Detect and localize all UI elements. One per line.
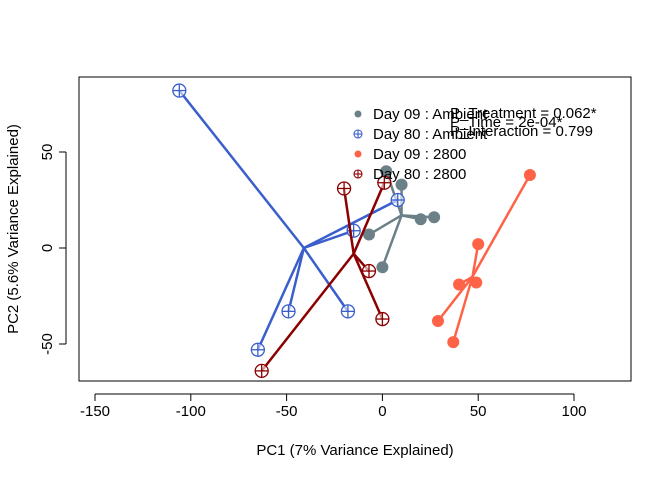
stat-annotation: P_Time = 2e-04* <box>450 114 563 131</box>
x-tick-label: -100 <box>176 403 206 420</box>
spider-line <box>178 89 306 250</box>
spider-line <box>381 214 403 269</box>
spider-line <box>256 246 306 352</box>
data-point <box>254 363 269 379</box>
x-tick-label: -150 <box>80 403 110 420</box>
spider-line <box>352 252 384 321</box>
y-tick-label: 0 <box>39 244 56 252</box>
data-point <box>250 342 266 357</box>
spider-line <box>452 275 474 344</box>
plot-frame <box>78 76 632 382</box>
stats-annotations: P_Treatment = 0.062*P_Time = 2e-04*P_Int… <box>450 105 597 140</box>
data-point <box>428 211 441 224</box>
data-point <box>523 169 536 182</box>
series-3 <box>431 169 536 349</box>
y-axis-title: PC2 (5.6% Variance Explained) <box>5 124 22 334</box>
spider-line <box>367 214 403 236</box>
spider-line <box>436 275 474 323</box>
series-2 <box>172 83 405 357</box>
spider-line <box>260 252 355 373</box>
stat-annotation: P_Treatment = 0.062* <box>450 105 597 122</box>
y-tick-label: -50 <box>39 333 56 355</box>
data-point <box>470 276 483 289</box>
data-point <box>453 278 466 291</box>
legend-label: Day 80 : Ambient <box>373 126 488 143</box>
data-point <box>281 304 296 319</box>
legend-label: Day 09 : 2800 <box>373 146 466 163</box>
axes-layer: -150 -100 -50 0 50 100 -50 0 50 <box>39 144 587 420</box>
data-point <box>377 175 392 190</box>
legend-item: Day 09 : 2800 <box>354 146 466 163</box>
legend-label: Day 09 : Ambient <box>373 106 488 123</box>
data-point <box>390 192 405 208</box>
x-tick-label: 0 <box>378 403 386 420</box>
legend-label: Day 80 : 2800 <box>373 166 466 183</box>
spider-line <box>471 173 532 279</box>
data-point <box>340 304 356 319</box>
y-tick-label: 50 <box>39 144 56 161</box>
legend-marker <box>353 169 363 179</box>
spider-line <box>302 246 350 313</box>
legend-marker <box>354 110 362 118</box>
data-point <box>336 181 352 196</box>
data-point <box>361 263 377 279</box>
spider-line <box>342 187 355 256</box>
x-tick-label: -50 <box>276 403 298 420</box>
data-point <box>380 165 393 178</box>
data-point <box>472 238 485 251</box>
legend: Day 09 : Ambient Day 80 : Ambient Day 09 :… <box>353 106 488 183</box>
x-tick-label: 50 <box>470 403 487 420</box>
data-point <box>447 336 460 349</box>
legend-marker <box>354 150 362 158</box>
legend-item: Day 80 : 2800 <box>353 166 466 183</box>
x-axis-title: PC1 (7% Variance Explained) <box>256 442 453 459</box>
stat-annotation: P_Interaction = 0.799 <box>450 123 593 140</box>
data-point <box>395 178 408 191</box>
series-4 <box>254 175 392 379</box>
data-point <box>172 83 187 98</box>
legend-item: Day 09 : Ambient <box>354 106 488 123</box>
legend-marker <box>353 129 363 139</box>
series-1 <box>362 165 441 274</box>
data-point <box>375 311 390 327</box>
legend-item: Day 80 : Ambient <box>353 126 488 143</box>
x-tick-label: 100 <box>561 403 586 420</box>
data-point <box>362 228 375 241</box>
series-layer <box>172 83 536 379</box>
data-point <box>376 261 389 274</box>
spider-line <box>302 198 399 250</box>
data-point <box>431 314 444 327</box>
data-point <box>414 213 427 226</box>
spider-line <box>352 181 386 256</box>
spider-line <box>287 246 306 313</box>
